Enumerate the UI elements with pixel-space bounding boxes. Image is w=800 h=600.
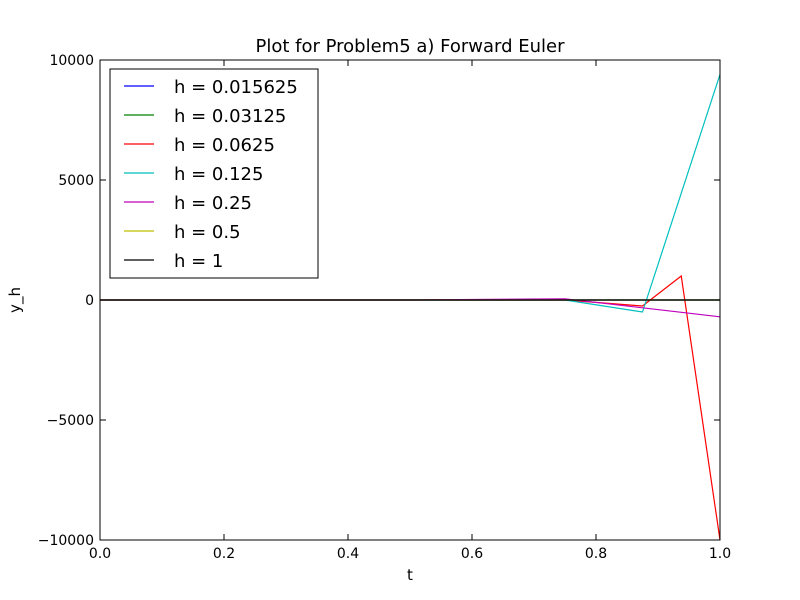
legend-label: h = 0.25: [174, 193, 252, 214]
tick-layer: 0.0 0.2 0.4 0.6 0.8 1.0 −10000 −5000 0 5000 10000: [38, 53, 731, 562]
x-tick-label: 1.0: [709, 546, 731, 562]
legend-label: h = 1: [174, 251, 223, 272]
legend-label: h = 0.0625: [174, 135, 275, 156]
x-tick-label: 0.6: [461, 546, 483, 562]
y-tick-label: 10000: [49, 53, 94, 69]
x-axis-label: t: [407, 566, 413, 584]
x-tick-label: 0.8: [585, 546, 607, 562]
x-tick-label: 0.4: [337, 546, 359, 562]
y-tick-label: −10000: [38, 533, 94, 549]
chart-title: Plot for Problem5 a) Forward Euler: [255, 36, 565, 57]
legend: h = 0.015625 h = 0.03125 h = 0.0625 h = 0.1…: [109, 68, 319, 279]
legend-label: h = 0.5: [174, 222, 241, 243]
y-tick-label: 0: [85, 293, 94, 309]
series-layer: [100, 74, 721, 541]
y-axis-label: y_h: [6, 287, 25, 313]
legend-label: h = 0.015625: [174, 77, 298, 98]
legend-label: h = 0.125: [174, 164, 263, 185]
y-tick-label: −5000: [47, 413, 94, 429]
legend-label: h = 0.03125: [174, 106, 286, 127]
y-tick-label: 5000: [58, 173, 94, 189]
x-tick-label: 0.2: [213, 546, 235, 562]
x-tick-label: 0.0: [89, 546, 111, 562]
